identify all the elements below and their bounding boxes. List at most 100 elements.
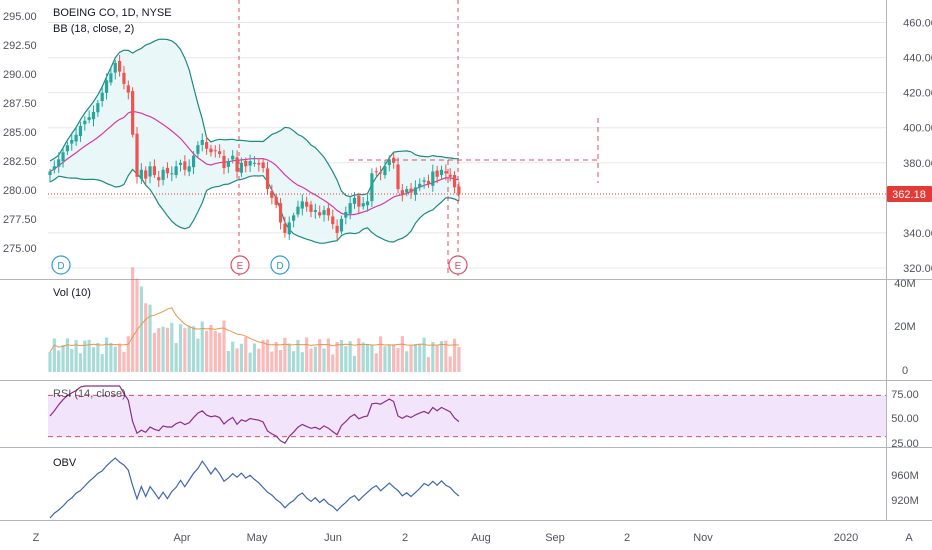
volume-bar: [52, 338, 56, 372]
auto-button[interactable]: A: [905, 532, 913, 544]
axis-tick-label: 290.00: [3, 69, 37, 81]
volume-bar: [100, 354, 104, 372]
candle: [52, 160, 56, 174]
dividend-marker[interactable]: D: [51, 255, 71, 275]
candle: [213, 145, 217, 158]
volume-bar: [239, 343, 243, 372]
candle: [348, 196, 352, 220]
candle: [379, 165, 383, 181]
volume-bar: [292, 351, 296, 372]
volume-bar: [139, 286, 143, 372]
dividend-marker[interactable]: D: [270, 255, 290, 275]
candle: [109, 67, 113, 86]
rsi-axis: 75.00 50.00 25.00: [891, 389, 919, 450]
auto-scale-button[interactable]: Z: [33, 532, 40, 544]
volume-bar: [104, 337, 109, 372]
volume-bar: [161, 326, 165, 372]
candle: [418, 178, 422, 192]
volume-pane[interactable]: Vol (10) 40M 20M 0: [48, 267, 916, 377]
rsi-panel-title: RSI (14, close): [53, 388, 126, 400]
candle: [196, 141, 200, 158]
candle: [270, 184, 274, 205]
volume-bar: [331, 354, 335, 372]
candle: [426, 174, 431, 189]
earnings-marker[interactable]: E: [448, 255, 468, 275]
volume-bar: [118, 343, 122, 372]
axis-tick-label: 292.50: [3, 40, 37, 52]
axis-tick-label: 25.00: [891, 438, 919, 450]
volume-bar: [426, 357, 431, 372]
volume-bar: [270, 351, 274, 372]
candle: [292, 212, 296, 228]
volume-bar: [70, 349, 74, 372]
axis-tick-label: 440.00: [903, 53, 932, 65]
candle: [326, 203, 330, 221]
right-price-axis[interactable]: 460.00440.00420.00400.00380.00360.00340.…: [903, 18, 932, 275]
candle: [218, 144, 222, 158]
volume-bar: [457, 347, 461, 372]
earnings-marker[interactable]: E: [230, 255, 250, 275]
candle: [383, 159, 387, 179]
last-price-label: 362.18: [892, 189, 926, 201]
volume-bar: [144, 303, 148, 372]
axis-tick-label: 285.00: [3, 127, 37, 139]
volume-panel-title: Vol (10): [53, 287, 91, 299]
volume-bar: [448, 356, 452, 372]
candle: [87, 110, 91, 124]
axis-tick-label: 40M: [894, 278, 915, 290]
volume-bar: [91, 347, 96, 372]
volume-bar: [444, 340, 448, 372]
rsi-band-background: [48, 395, 886, 437]
time-axis[interactable]: Apr May Jun 2 Aug Sep 2 Nov 2020: [173, 532, 858, 544]
volume-bar: [178, 324, 183, 372]
volume-bar: [431, 341, 435, 372]
volume-bar: [126, 336, 130, 372]
axis-tick-label: 460.00: [903, 18, 932, 30]
volume-bar: [218, 332, 222, 372]
candle: [187, 159, 191, 177]
candle: [205, 135, 209, 155]
rsi-pane[interactable]: RSI (14, close) 75.00 50.00 25.00: [48, 385, 919, 450]
candle: [135, 127, 139, 184]
candle: [339, 215, 344, 235]
candle: [261, 158, 265, 173]
axis-tick-label: 380.00: [903, 158, 932, 170]
volume-bar: [296, 339, 300, 372]
candle: [239, 157, 243, 177]
candle: [335, 219, 339, 240]
candle: [422, 177, 426, 189]
volume-bar: [326, 338, 330, 372]
volume-bar: [422, 337, 426, 372]
time-axis-label: 2: [624, 532, 630, 544]
symbol-title: BOEING CO, 1D, NYSE: [53, 7, 172, 19]
candle: [387, 155, 391, 172]
candle: [83, 116, 87, 131]
volume-bar: [387, 344, 391, 372]
candle: [122, 65, 126, 90]
candle: [257, 158, 261, 172]
rsi-line: [49, 385, 460, 444]
volume-bar: [379, 336, 383, 372]
volume-bar: [365, 344, 370, 372]
axis-tick-label: 920M: [891, 495, 919, 507]
volume-bar: [409, 345, 413, 372]
earnings-marker-label: E: [455, 261, 462, 272]
candle: [126, 80, 130, 100]
time-axis-label: Jun: [324, 532, 342, 544]
candle: [392, 153, 396, 169]
candle: [118, 54, 122, 77]
candle: [448, 168, 452, 182]
volume-bar: [248, 352, 252, 372]
volume-bar: [344, 346, 348, 372]
volume-bar: [57, 350, 61, 372]
candle: [61, 147, 65, 168]
obv-pane[interactable]: OBV 960M 920M: [49, 457, 919, 519]
candle: [248, 154, 252, 172]
candle: [431, 164, 435, 192]
candle: [178, 159, 183, 172]
axis-tick-label: 75.00: [891, 389, 919, 401]
volume-bar: [244, 337, 248, 372]
volume-bar: [152, 332, 156, 372]
